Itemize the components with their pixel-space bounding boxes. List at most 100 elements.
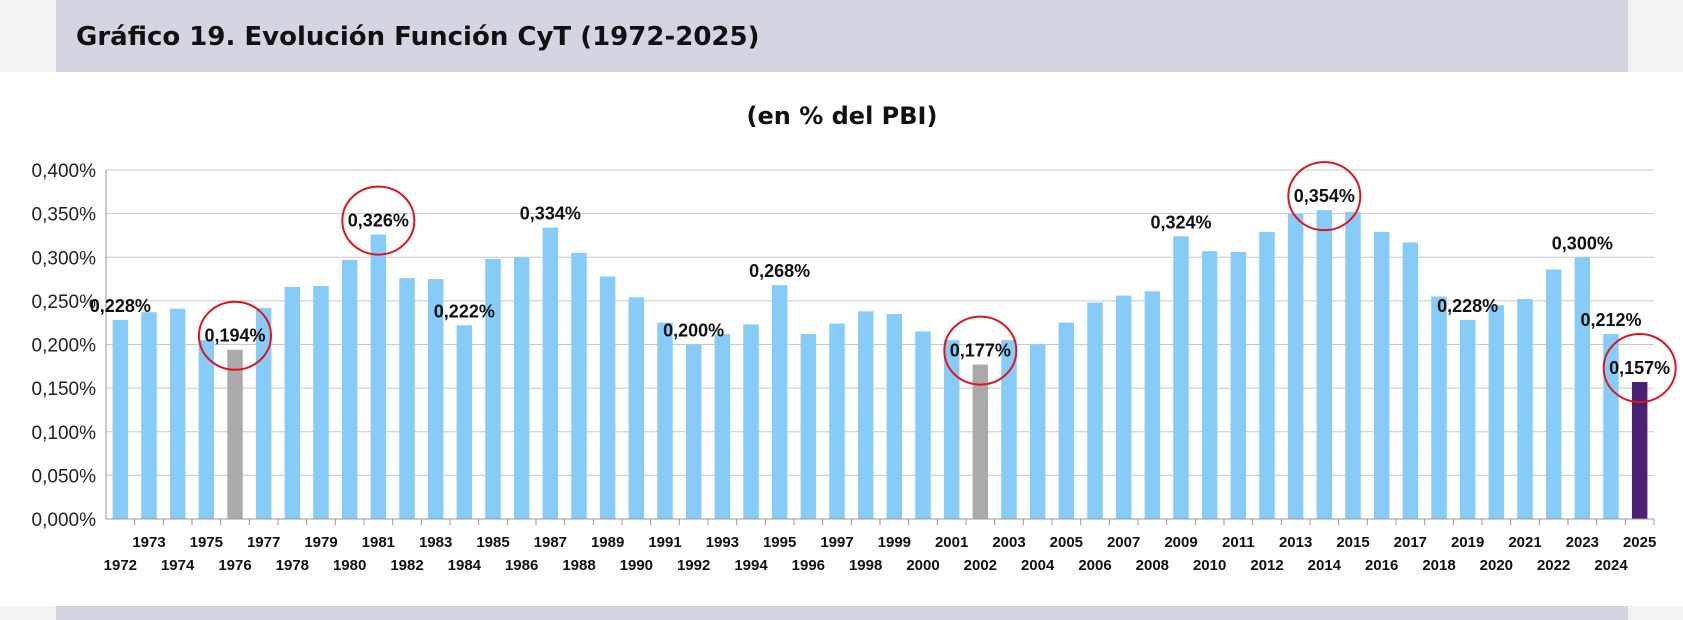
bar-1994 xyxy=(743,324,759,519)
bar-1995 xyxy=(771,285,788,519)
x-tick-label: 1990 xyxy=(620,557,653,574)
x-tick-label: 2001 xyxy=(935,534,968,551)
bar-2015 xyxy=(1345,211,1361,519)
x-tick-label: 2010 xyxy=(1193,557,1226,574)
y-tick-label: 0,350% xyxy=(32,205,97,226)
x-tick-label: 1995 xyxy=(763,534,796,551)
bar-2017 xyxy=(1402,242,1419,520)
x-tick-label: 1974 xyxy=(161,557,195,574)
bar-1997 xyxy=(829,323,845,519)
x-tick-label: 1973 xyxy=(132,534,165,551)
x-tick-label: 1997 xyxy=(820,534,853,551)
x-tick-label: 2024 xyxy=(1594,557,1628,574)
data-label-2014: 0,354% xyxy=(1294,186,1355,206)
x-tick-label: 1992 xyxy=(677,557,710,574)
y-tick-label: 0,000% xyxy=(32,510,97,531)
chart-area: (en % del PBI) 0,000% 0,050% 0,100% 0,150% 0… xyxy=(0,72,1683,606)
bar-2024 xyxy=(1603,334,1619,519)
x-tick-label: 1981 xyxy=(362,534,395,551)
data-label-1987: 0,334% xyxy=(520,204,581,224)
y-tick-label: 0,200% xyxy=(32,336,97,357)
x-tick-label: 2003 xyxy=(992,534,1025,551)
x-tick-label: 1972 xyxy=(104,557,137,574)
bar-1979 xyxy=(313,286,329,519)
x-tick-label: 2018 xyxy=(1422,557,1455,574)
data-label-2019: 0,228% xyxy=(1437,296,1498,316)
axes: 0,000% 0,050% 0,100% 0,150% 0,200% 0,250% 0,30… xyxy=(32,161,1657,574)
x-tick-label: 1996 xyxy=(792,557,825,574)
bar-1975 xyxy=(198,340,215,519)
bar-1984 xyxy=(456,325,473,519)
x-tick-label: 1977 xyxy=(247,534,280,551)
bar-1982 xyxy=(399,278,415,519)
x-tick-label: 2023 xyxy=(1566,534,1599,551)
x-tick-label: 1983 xyxy=(419,534,452,551)
x-tick-label: 1984 xyxy=(448,557,482,574)
highlight-circle-2025 xyxy=(1602,333,1677,404)
data-label-1984: 0,222% xyxy=(434,301,495,321)
data-label-2023: 0,300% xyxy=(1552,233,1613,253)
page-title: Gráfico 19. Evolución Función CyT (1972-… xyxy=(76,22,760,52)
x-tick-label: 2017 xyxy=(1394,534,1427,551)
bar-2002 xyxy=(972,364,989,519)
x-tick-label: 2006 xyxy=(1078,557,1111,574)
bar-2023 xyxy=(1574,257,1591,519)
bar-1996 xyxy=(800,334,817,519)
bar-1999 xyxy=(886,313,903,519)
bar-2004 xyxy=(1029,344,1046,519)
y-tick-label: 0,400% xyxy=(32,161,97,182)
bar-1981 xyxy=(370,234,387,519)
bar-1990 xyxy=(628,297,645,519)
bar-chart: (en % del PBI) 0,000%0,050%0,100%0,150%0… xyxy=(32,102,1677,574)
x-tick-label: 2025 xyxy=(1623,534,1656,551)
bar-2003 xyxy=(1001,340,1017,519)
data-label-1992: 0,200% xyxy=(663,321,724,341)
data-label-1972: 0,228% xyxy=(90,296,151,316)
x-tick-label: 1978 xyxy=(276,557,309,574)
bar-1973 xyxy=(141,312,157,519)
bar-2007 xyxy=(1115,295,1132,519)
grid-lines xyxy=(106,169,1654,520)
x-tick-label: 2008 xyxy=(1136,557,1169,574)
x-tick-label: 2014 xyxy=(1308,557,1342,574)
data-label-2025: 0,157% xyxy=(1609,358,1670,378)
y-tick-label: 0,300% xyxy=(32,248,97,269)
bar-2001 xyxy=(943,340,960,519)
bar-1980 xyxy=(341,259,358,519)
x-tick-label: 2007 xyxy=(1107,534,1140,551)
data-label-2009: 0,324% xyxy=(1150,212,1211,232)
bar-2016 xyxy=(1373,231,1390,519)
highlight-circle-2002 xyxy=(943,315,1018,386)
bar-1972 xyxy=(112,320,129,519)
x-tick-label: 1985 xyxy=(476,534,509,551)
bar-1986 xyxy=(513,257,530,519)
bar-1974 xyxy=(169,308,186,519)
bar-1992 xyxy=(685,344,702,519)
y-tick-label: 0,050% xyxy=(32,466,97,487)
x-tick-label: 2012 xyxy=(1250,557,1283,574)
x-tick-label: 1993 xyxy=(706,534,739,551)
bar-2021 xyxy=(1517,299,1533,519)
x-tick-label: 2000 xyxy=(906,557,939,574)
bar-2019 xyxy=(1459,320,1476,519)
x-tick-label: 2016 xyxy=(1365,557,1398,574)
bar-2012 xyxy=(1259,231,1275,519)
highlight-circle-1981 xyxy=(341,185,416,256)
bar-2009 xyxy=(1173,236,1189,519)
x-tick-label: 2004 xyxy=(1021,557,1055,574)
x-tick-label: 1989 xyxy=(591,534,624,551)
x-tick-label: 1987 xyxy=(534,534,567,551)
y-tick-label: 0,100% xyxy=(32,423,97,444)
bar-2011 xyxy=(1230,252,1247,519)
x-tick-label: 2005 xyxy=(1050,534,1083,551)
x-tick-label: 1986 xyxy=(505,557,538,574)
bar-1989 xyxy=(599,276,616,519)
x-tick-label: 1994 xyxy=(734,557,768,574)
header-band: Gráfico 19. Evolución Función CyT (1972-… xyxy=(56,0,1628,72)
bar-2014 xyxy=(1316,210,1333,519)
data-label-2024: 0,212% xyxy=(1580,310,1641,330)
bar-1978 xyxy=(284,286,301,519)
bar-1983 xyxy=(427,279,444,519)
x-tick-label: 1991 xyxy=(648,534,681,551)
bar-1985 xyxy=(485,258,501,519)
